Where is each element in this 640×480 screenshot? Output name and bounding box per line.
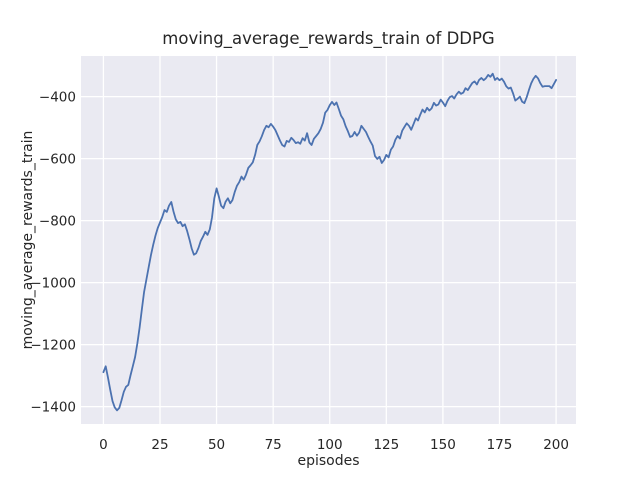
- x-tick-label: 25: [151, 437, 168, 453]
- x-axis-label: episodes: [297, 453, 359, 469]
- y-tick-label: −400: [39, 89, 76, 105]
- x-tick-labels: 0 25 50 75 100 125 150 175 200: [99, 437, 569, 453]
- x-tick-label: 100: [317, 437, 343, 453]
- x-tick-label: 150: [430, 437, 456, 453]
- series-line-ddpg: [102, 72, 557, 412]
- x-tick-label: 50: [208, 437, 225, 453]
- x-tick-label: 200: [543, 437, 569, 453]
- y-tick-label: −800: [39, 213, 76, 229]
- y-tick-label: −1000: [30, 275, 76, 291]
- y-tick-label: −600: [39, 151, 76, 167]
- y-axis-label: moving_average_rewards_train: [20, 131, 36, 350]
- chart-title: moving_average_rewards_train of DDPG: [162, 29, 494, 49]
- y-tick-labels: −400 −600 −800 −1000 −1200 −1400: [30, 89, 76, 415]
- plot-area: [81, 56, 576, 424]
- y-tick-label: −1400: [30, 399, 76, 415]
- x-tick-label: 0: [99, 437, 108, 453]
- gridlines: [81, 56, 576, 424]
- y-tick-label: −1200: [30, 337, 76, 353]
- x-tick-label: 125: [373, 437, 399, 453]
- x-tick-label: 75: [265, 437, 282, 453]
- x-tick-label: 175: [487, 437, 513, 453]
